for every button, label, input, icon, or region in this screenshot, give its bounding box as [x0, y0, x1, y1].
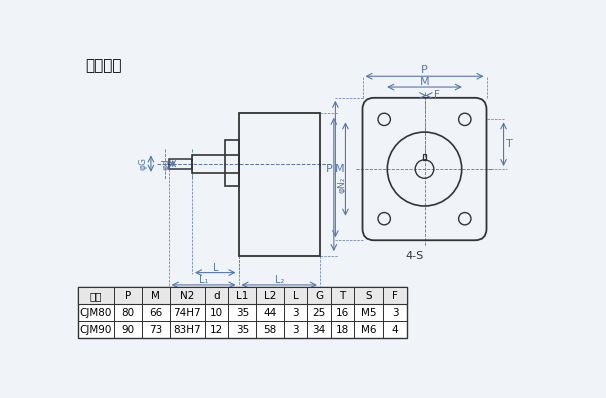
Text: F: F: [434, 90, 440, 100]
Text: φd: φd: [162, 158, 171, 170]
Text: 4-S: 4-S: [405, 251, 424, 261]
Text: φN₂: φN₂: [337, 176, 346, 193]
Text: L: L: [293, 291, 299, 301]
Bar: [256, 321, 284, 338]
Text: M6: M6: [361, 325, 376, 335]
Bar: [331, 287, 354, 304]
Text: 10: 10: [210, 308, 224, 318]
Bar: [384, 321, 407, 338]
Text: 58: 58: [264, 325, 277, 335]
Text: CJM90: CJM90: [80, 325, 112, 335]
Text: T: T: [339, 291, 345, 301]
Text: T: T: [507, 139, 513, 149]
Bar: [168, 159, 192, 169]
Text: 3: 3: [293, 308, 299, 318]
Bar: [256, 304, 284, 321]
Bar: [78, 287, 407, 338]
Text: 83H7: 83H7: [173, 325, 201, 335]
Bar: [170, 304, 205, 321]
Text: L1: L1: [236, 291, 248, 301]
Text: M5: M5: [361, 308, 376, 318]
Bar: [307, 287, 331, 304]
Text: 34: 34: [313, 325, 326, 335]
Text: 35: 35: [236, 325, 249, 335]
Bar: [142, 287, 170, 304]
Text: 4: 4: [391, 325, 398, 335]
Bar: [114, 287, 142, 304]
Bar: [228, 287, 256, 304]
Text: 66: 66: [149, 308, 162, 318]
Bar: [256, 287, 284, 304]
Bar: [192, 155, 239, 172]
Text: 35: 35: [236, 308, 249, 318]
Text: 74H7: 74H7: [173, 308, 201, 318]
Bar: [78, 304, 114, 321]
Bar: [307, 321, 331, 338]
Bar: [284, 321, 307, 338]
Text: 12: 12: [210, 325, 224, 335]
Text: 3: 3: [391, 308, 398, 318]
Bar: [354, 287, 384, 304]
Bar: [331, 304, 354, 321]
Bar: [170, 287, 205, 304]
Bar: [114, 304, 142, 321]
Text: S: S: [365, 291, 372, 301]
Text: M: M: [335, 164, 344, 174]
Text: 44: 44: [264, 308, 277, 318]
Bar: [384, 304, 407, 321]
Bar: [284, 287, 307, 304]
Text: P: P: [421, 65, 428, 75]
Text: 90: 90: [121, 325, 135, 335]
Text: F: F: [392, 291, 398, 301]
Bar: [142, 304, 170, 321]
Bar: [331, 321, 354, 338]
Bar: [142, 321, 170, 338]
Bar: [78, 287, 407, 304]
Text: L₂: L₂: [275, 275, 284, 285]
Bar: [225, 140, 239, 186]
Bar: [205, 287, 228, 304]
Bar: [239, 113, 320, 256]
Text: 80: 80: [121, 308, 135, 318]
Text: L: L: [213, 263, 218, 273]
Bar: [78, 321, 114, 338]
Text: 18: 18: [336, 325, 349, 335]
Text: G: G: [315, 291, 323, 301]
Text: 减速装置: 减速装置: [85, 59, 122, 74]
Text: CJM80: CJM80: [80, 308, 112, 318]
Text: 16: 16: [336, 308, 349, 318]
Bar: [205, 321, 228, 338]
Text: P: P: [125, 291, 131, 301]
Bar: [228, 304, 256, 321]
Bar: [114, 321, 142, 338]
Bar: [307, 304, 331, 321]
Bar: [284, 304, 307, 321]
Bar: [170, 321, 205, 338]
Bar: [384, 287, 407, 304]
Text: 73: 73: [149, 325, 162, 335]
Text: L₁: L₁: [199, 275, 208, 285]
Text: 3: 3: [293, 325, 299, 335]
Bar: [354, 304, 384, 321]
Text: 25: 25: [313, 308, 326, 318]
Text: N2: N2: [180, 291, 195, 301]
Text: 型号: 型号: [90, 291, 102, 301]
Text: M: M: [420, 77, 429, 87]
Bar: [422, 154, 427, 160]
Text: φG: φG: [139, 157, 148, 170]
Text: d: d: [213, 291, 220, 301]
Bar: [354, 321, 384, 338]
Text: M: M: [151, 291, 160, 301]
Bar: [205, 304, 228, 321]
Bar: [78, 287, 114, 304]
Text: P: P: [326, 164, 333, 174]
Text: L2: L2: [264, 291, 276, 301]
Bar: [228, 321, 256, 338]
